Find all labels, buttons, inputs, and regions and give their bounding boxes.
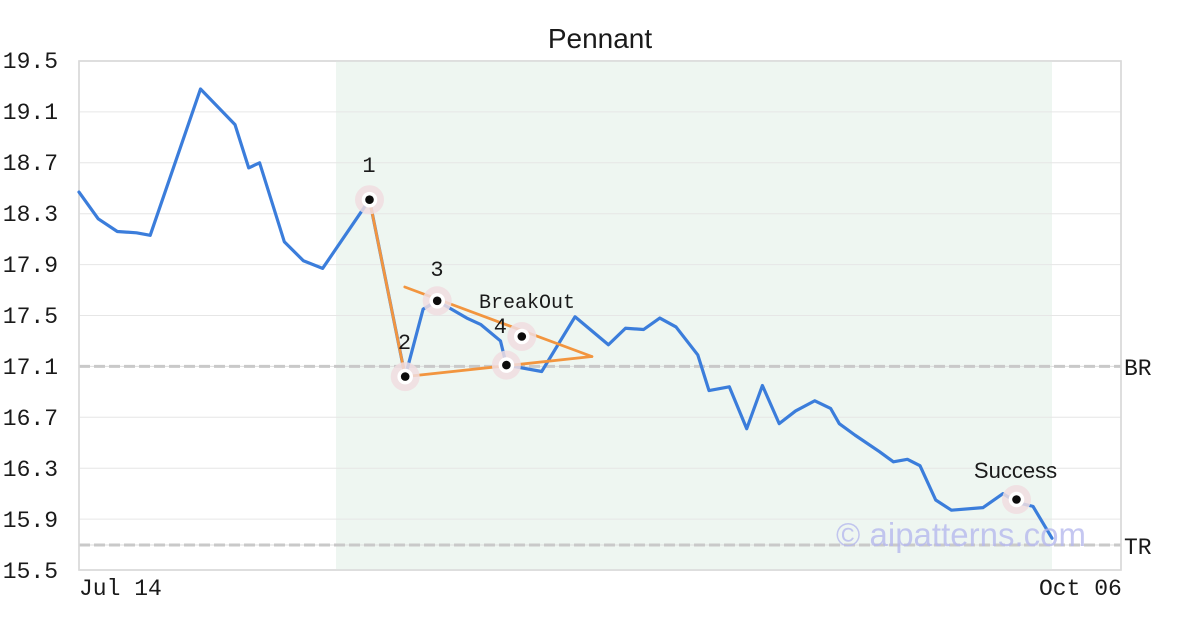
svg-text:© aipatterns.com: © aipatterns.com [836, 516, 1086, 553]
